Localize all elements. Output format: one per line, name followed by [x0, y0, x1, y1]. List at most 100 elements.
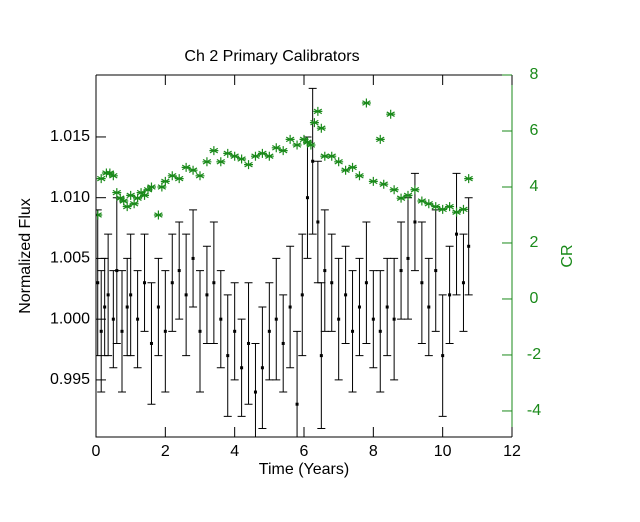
flux-point	[163, 329, 167, 333]
x-tick-label: 4	[230, 443, 239, 460]
plot-area	[96, 87, 474, 437]
flux-point	[344, 293, 348, 297]
flux-point	[406, 256, 410, 260]
cr-point	[129, 199, 139, 209]
flux-point	[226, 354, 230, 358]
flux-point	[364, 281, 368, 285]
flux-point	[136, 317, 140, 321]
flux-point	[300, 293, 304, 297]
flux-point	[219, 317, 223, 321]
flux-point	[198, 329, 202, 333]
cr-point	[157, 182, 167, 192]
flux-point	[330, 281, 334, 285]
cr-point	[181, 162, 191, 172]
flux-point	[99, 329, 103, 333]
flux-point	[253, 390, 257, 394]
y2-axis-label: CR	[559, 244, 576, 267]
cr-point	[348, 162, 358, 172]
x-tick-label: 10	[434, 443, 452, 460]
flux-point	[115, 269, 119, 273]
cr-point	[389, 185, 399, 195]
y-tick-label: 1.015	[50, 128, 90, 145]
flux-point	[323, 269, 327, 273]
cr-point	[306, 140, 316, 150]
cr-point	[153, 210, 163, 220]
flux-point	[120, 329, 124, 333]
flux-point	[267, 329, 271, 333]
y-axis-label: Normalized Flux	[17, 198, 34, 314]
cr-point	[375, 134, 385, 144]
flux-point	[455, 232, 459, 236]
flux-point	[319, 354, 323, 358]
cr-point	[96, 210, 103, 220]
cr-point	[188, 165, 198, 175]
cr-point	[438, 204, 448, 214]
flux-point	[357, 305, 361, 309]
flux-point	[305, 196, 309, 200]
y2-tick-label: -4	[527, 402, 541, 419]
cr-point	[108, 171, 118, 181]
cr-point	[264, 151, 274, 161]
cr-point	[133, 193, 143, 203]
cr-point	[105, 168, 115, 178]
cr-point	[452, 207, 462, 217]
flux-point	[288, 305, 292, 309]
flux-point	[184, 293, 188, 297]
cr-point	[386, 109, 396, 119]
flux-point	[274, 317, 278, 321]
flux-point	[170, 281, 174, 285]
flux-point	[240, 366, 244, 370]
cr-point	[316, 123, 326, 133]
flux-point	[448, 293, 452, 297]
flux-point	[96, 281, 100, 285]
cr-point	[230, 151, 240, 161]
x-axis-label: Time (Years)	[259, 461, 349, 478]
x-tick-label: 12	[503, 443, 521, 460]
flux-point	[413, 220, 417, 224]
cr-point	[313, 106, 323, 116]
cr-point	[146, 182, 156, 192]
cr-point	[292, 140, 302, 150]
flux-point	[385, 305, 389, 309]
cr-point	[216, 157, 226, 167]
flux-point	[351, 329, 355, 333]
flux-point	[125, 305, 129, 309]
chart-title: Ch 2 Primary Calibrators	[184, 48, 359, 65]
flux-point	[420, 281, 424, 285]
cr-point	[410, 185, 420, 195]
cr-point	[202, 157, 212, 167]
flux-point	[191, 256, 195, 260]
cr-point	[237, 154, 247, 164]
flux-point	[260, 366, 264, 370]
y2-tick-label: -2	[527, 346, 541, 363]
cr-point	[403, 190, 413, 200]
flux-point	[129, 293, 133, 297]
cr-point	[112, 188, 122, 198]
y2-tick-label: 2	[530, 234, 539, 251]
flux-point	[205, 293, 209, 297]
cr-point	[341, 165, 351, 175]
cr-point	[257, 148, 267, 158]
x-tick-label: 0	[92, 443, 101, 460]
cr-point	[143, 185, 153, 195]
x-tick-label: 8	[369, 443, 378, 460]
cr-point	[250, 151, 260, 161]
flux-point	[149, 341, 153, 345]
y2-tick-label: 0	[530, 290, 539, 307]
cr-point	[379, 179, 389, 189]
flux-point	[467, 244, 471, 248]
cr-point	[195, 171, 205, 181]
flux-point	[311, 159, 315, 163]
cr-point	[334, 157, 344, 167]
cr-point	[160, 176, 170, 186]
flux-point	[106, 293, 110, 297]
cr-point	[368, 176, 378, 186]
flux-point	[392, 317, 396, 321]
cr-point	[209, 146, 219, 156]
cr-point	[167, 171, 177, 181]
flux-point	[233, 329, 237, 333]
cr-point	[119, 196, 129, 206]
flux-point	[399, 269, 403, 273]
cr-point	[140, 190, 150, 200]
flux-point	[316, 220, 320, 224]
